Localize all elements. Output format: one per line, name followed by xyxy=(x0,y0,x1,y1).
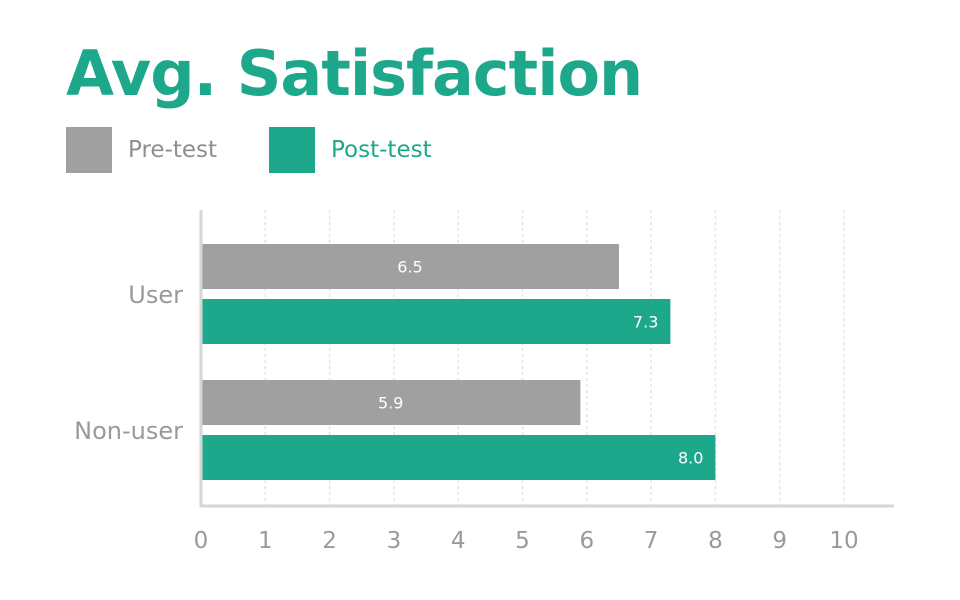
bar-pre-test-user xyxy=(201,244,619,289)
x-tick-label-0: 0 xyxy=(194,528,209,554)
x-tick-label-2: 2 xyxy=(322,528,337,554)
legend-swatch-post-test xyxy=(269,127,315,173)
x-tick-label-8: 8 xyxy=(708,528,723,554)
value-label-pre-test-user: 6.5 xyxy=(397,258,422,277)
category-label-user: User xyxy=(128,281,183,309)
x-tick-label-1: 1 xyxy=(258,528,273,554)
value-label-pre-test-non-user: 5.9 xyxy=(378,394,403,413)
bar-pre-test-non-user xyxy=(201,380,581,425)
x-tick-label-4: 4 xyxy=(451,528,466,554)
chart-title: Avg. Satisfaction xyxy=(66,37,643,110)
bar-post-test-non-user xyxy=(201,435,716,480)
x-tick-label-9: 9 xyxy=(772,528,787,554)
bar-post-test-user xyxy=(201,299,671,344)
x-tick-label-6: 6 xyxy=(579,528,594,554)
legend-swatch-pre-test xyxy=(66,127,112,173)
value-label-post-test-non-user: 8.0 xyxy=(678,449,703,468)
category-label-non-user: Non-user xyxy=(74,417,183,445)
legend-label-pre-test: Pre-test xyxy=(128,137,218,163)
value-label-post-test-user: 7.3 xyxy=(633,313,658,332)
x-tick-label-3: 3 xyxy=(387,528,402,554)
x-tick-label-7: 7 xyxy=(644,528,659,554)
x-tick-label-10: 10 xyxy=(829,528,858,554)
x-tick-label-5: 5 xyxy=(515,528,530,554)
legend-label-post-test: Post-test xyxy=(331,137,432,163)
